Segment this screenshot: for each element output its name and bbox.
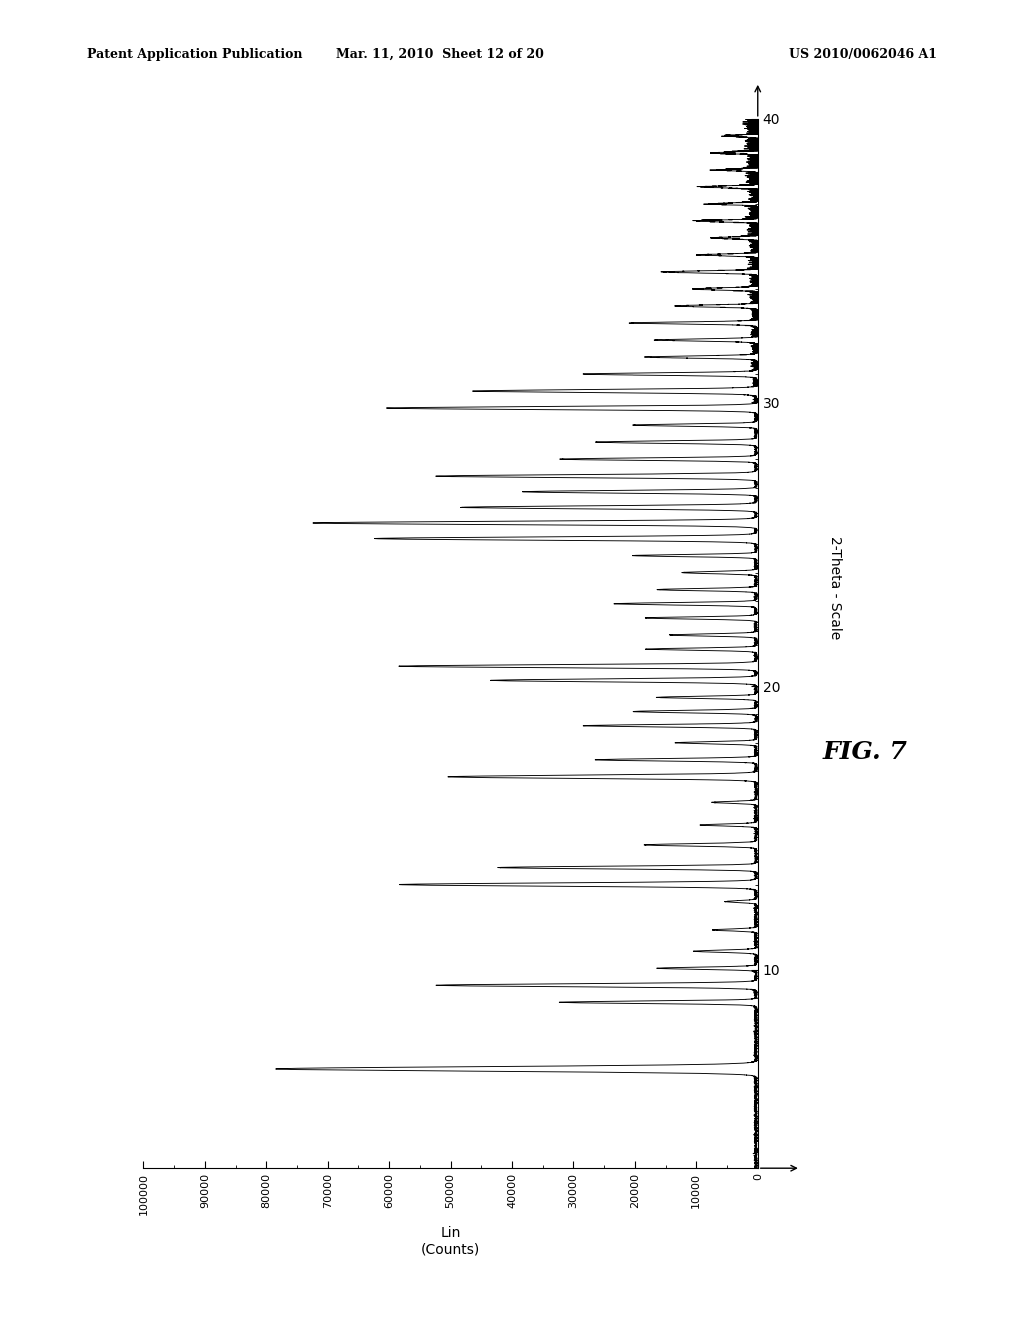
Text: 2-Theta - Scale: 2-Theta - Scale xyxy=(827,536,842,639)
X-axis label: Lin
(Counts): Lin (Counts) xyxy=(421,1226,480,1257)
Text: Patent Application Publication: Patent Application Publication xyxy=(87,48,302,61)
Text: US 2010/0062046 A1: US 2010/0062046 A1 xyxy=(788,48,937,61)
Text: Mar. 11, 2010  Sheet 12 of 20: Mar. 11, 2010 Sheet 12 of 20 xyxy=(336,48,545,61)
Text: FIG. 7: FIG. 7 xyxy=(823,741,907,764)
